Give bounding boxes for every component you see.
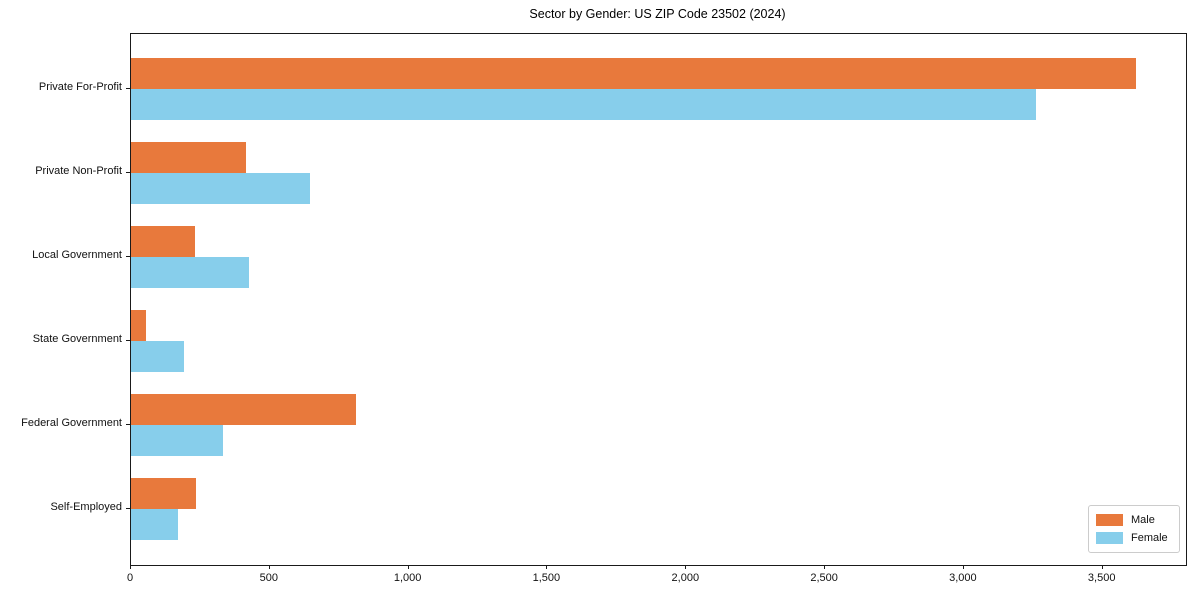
- bar-male-0: [131, 58, 1136, 89]
- x-tick-label: 3,000: [949, 572, 977, 584]
- y-tick: [126, 172, 130, 173]
- x-tick-label: 1,000: [393, 572, 422, 584]
- y-tick: [126, 340, 130, 341]
- legend-label: Female: [1131, 532, 1168, 544]
- x-tick: [685, 565, 687, 569]
- chart-title: Sector by Gender: US ZIP Code 23502 (202…: [529, 7, 786, 21]
- x-tick-label: 0: [126, 572, 134, 584]
- x-tick: [130, 565, 131, 569]
- y-tick: [126, 508, 130, 509]
- y-tick: [126, 88, 130, 89]
- legend: Male Female: [1088, 505, 1180, 553]
- x-tick-label: 1,500: [532, 572, 561, 584]
- x-tick-label: 2,500: [810, 572, 838, 584]
- y-tick: [126, 256, 130, 257]
- y-tick: [126, 424, 130, 425]
- x-tick: [824, 565, 826, 569]
- x-tick-label: 500: [259, 572, 278, 584]
- plot-area: [130, 33, 1187, 566]
- bar-female-1: [131, 173, 311, 204]
- x-tick: [546, 565, 548, 569]
- bar-female-0: [131, 89, 1037, 120]
- x-tick: [407, 565, 409, 569]
- y-axis-category-label: State Government: [32, 333, 122, 345]
- legend-entry: Male: [1096, 514, 1172, 526]
- bar-male-4: [131, 394, 356, 425]
- bar-female-5: [131, 509, 179, 540]
- x-tick-label: 2,000: [671, 572, 700, 584]
- y-axis-category-label: Private For-Profit: [38, 81, 122, 93]
- bar-female-2: [131, 257, 249, 288]
- bar-female-3: [131, 341, 184, 372]
- bar-female-4: [131, 425, 223, 456]
- bar-male-1: [131, 142, 247, 173]
- legend-swatch-female: [1096, 532, 1123, 544]
- x-tick: [1101, 565, 1103, 569]
- y-axis-category-label: Private Non-Profit: [35, 165, 122, 177]
- y-axis-category-label: Local Government: [32, 249, 122, 261]
- legend-entry: Female: [1096, 532, 1172, 544]
- x-tick: [962, 565, 964, 569]
- legend-swatch-male: [1096, 514, 1123, 526]
- legend-label: Male: [1131, 514, 1155, 526]
- bar-male-3: [131, 310, 147, 341]
- bar-male-2: [131, 226, 195, 257]
- y-axis-category-label: Federal Government: [21, 417, 122, 429]
- x-tick-label: 3,500: [1087, 572, 1116, 584]
- y-axis-category-label: Self-Employed: [50, 501, 122, 513]
- bar-male-5: [131, 478, 197, 509]
- x-tick: [268, 565, 270, 569]
